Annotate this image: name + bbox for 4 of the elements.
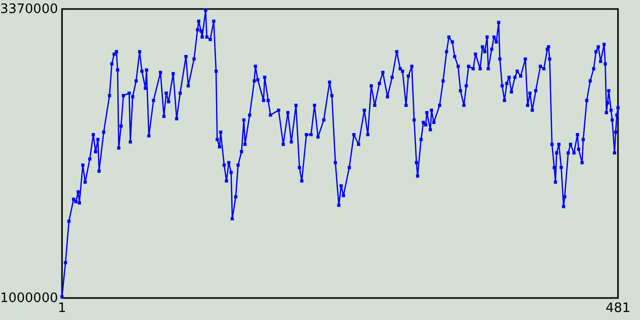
x-tick-label: 481 xyxy=(606,301,630,316)
y-tick-label: 3370000 xyxy=(0,2,58,18)
y-tick-label: 1000000 xyxy=(0,291,58,306)
x-tick-label: 1 xyxy=(58,301,66,316)
